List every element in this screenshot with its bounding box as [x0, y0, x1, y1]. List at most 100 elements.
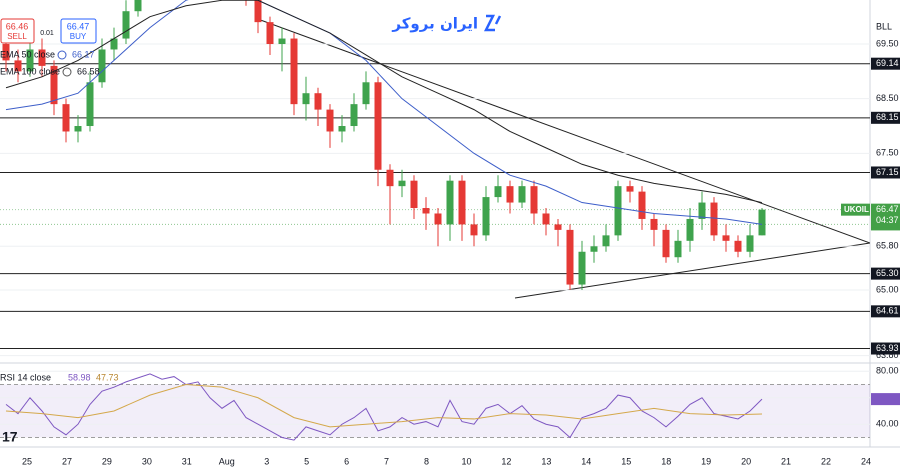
- candle-body: [674, 240, 682, 258]
- candle-body: [578, 251, 586, 285]
- x-tick-label: 5: [304, 456, 309, 466]
- last-price-tag: [871, 203, 900, 228]
- price-pane: [0, 0, 870, 357]
- trendline-lower: [514, 242, 870, 299]
- x-tick-label: 21: [781, 456, 791, 466]
- candle-body: [386, 169, 394, 187]
- x-tick-label: 27: [62, 456, 72, 466]
- candle-body: [530, 186, 538, 214]
- candle-body: [50, 65, 58, 105]
- level-label: 65.30: [876, 268, 899, 278]
- legend-ema50-value: 66.17: [72, 49, 95, 59]
- level-tag: [871, 305, 900, 318]
- candle-body: [446, 180, 454, 225]
- candle-body: [410, 180, 418, 209]
- symbol-tag: [841, 203, 870, 216]
- level-tag: [871, 111, 900, 124]
- trendlines: [254, 17, 870, 299]
- rsi-legend-value: 58.98: [68, 372, 91, 382]
- candle-body: [74, 126, 82, 132]
- x-tick-label: 19: [701, 456, 711, 466]
- legend-ema100-value: 66.58: [77, 66, 100, 76]
- x-tick-label: Aug: [219, 456, 235, 466]
- candle-body: [290, 38, 298, 105]
- spread: 0.01: [40, 30, 54, 37]
- ema-line: [5, 0, 763, 204]
- legend-icon[interactable]: [57, 50, 67, 60]
- x-tick-label: 30: [142, 456, 152, 466]
- candle-body: [434, 213, 442, 225]
- level-label: 63.93: [876, 343, 899, 353]
- rsi-legend-name: RSI 14 close: [0, 372, 51, 382]
- candle-body: [338, 126, 346, 132]
- candle-body: [458, 180, 466, 225]
- y-tick-label: 65.00: [876, 284, 899, 294]
- candle-body: [38, 49, 46, 66]
- candle-body: [122, 11, 130, 39]
- candle-body: [554, 224, 562, 230]
- y-tick-label: 63.80: [876, 350, 899, 360]
- rsi-tick-label: 80.00: [876, 366, 899, 376]
- axis-badge: BLL: [876, 21, 892, 31]
- axes: 69.50 68.50 67.50 65.80 65.00 63.80 69.14 68.15…: [22, 38, 900, 466]
- level-tag: [871, 267, 900, 280]
- x-tick-label: 14: [581, 456, 591, 466]
- candle-body: [566, 229, 574, 285]
- candle-body: [326, 109, 334, 132]
- rsi-pane: [0, 370, 870, 441]
- y-tick-label: 69.50: [876, 38, 899, 48]
- candle-body: [710, 202, 718, 236]
- candle-body: [26, 49, 34, 72]
- candle-body: [362, 82, 370, 105]
- y-tick-label: 65.80: [876, 241, 899, 251]
- ema-line: [5, 0, 763, 225]
- x-tick-label: 3: [264, 456, 269, 466]
- candle-body: [602, 235, 610, 247]
- level-tag: [871, 57, 900, 70]
- symbol-label: UKOIL: [844, 205, 869, 214]
- candle-body: [134, 0, 142, 12]
- brand-icon: [483, 14, 502, 32]
- candle-body: [662, 229, 670, 258]
- candle-body: [746, 235, 754, 252]
- x-tick-label: 29: [102, 456, 112, 466]
- candle-body: [14, 60, 22, 72]
- x-tick-label: 25: [22, 456, 32, 466]
- candle-body: [650, 218, 658, 230]
- candle-body: [686, 218, 694, 241]
- buy-box[interactable]: [60, 18, 97, 44]
- candle-body: [398, 180, 406, 187]
- candle-body: [422, 208, 430, 214]
- buy-label: BUY: [70, 32, 87, 41]
- rsi-legend-ma: 47.73: [96, 372, 119, 382]
- buy-price: 66.47: [67, 21, 90, 31]
- candle-body: [110, 38, 118, 50]
- level-label: 64.61: [876, 306, 899, 316]
- rsi-last-tag: [871, 393, 900, 406]
- sell-box[interactable]: [0, 18, 35, 44]
- y-tick-label: 68.50: [876, 93, 899, 103]
- x-tick-label: 13: [541, 456, 551, 466]
- legend-ema50-name: EMA 50 close: [0, 49, 55, 59]
- level-tag: [871, 166, 900, 179]
- candle-body: [758, 209, 766, 236]
- x-tick-label: 10: [461, 456, 471, 466]
- candle-body: [614, 186, 622, 236]
- candle-body: [638, 191, 646, 219]
- level-label: 69.14: [876, 58, 899, 68]
- candle-body: [734, 240, 742, 252]
- level-tag: [871, 342, 900, 355]
- x-tick-label: 12: [501, 456, 511, 466]
- legend-icon[interactable]: [62, 67, 72, 77]
- candle-body: [374, 82, 382, 170]
- candle-body: [482, 197, 490, 236]
- x-tick-label: 24: [861, 456, 871, 466]
- x-tick-label: 18: [661, 456, 671, 466]
- tv-logo: 17: [2, 429, 18, 445]
- x-tick-label: 20: [741, 456, 751, 466]
- sell-label: SELL: [7, 32, 27, 41]
- x-tick-label: 6: [344, 456, 349, 466]
- x-tick-label: 7: [384, 456, 389, 466]
- legend-ema100-name: EMA 100 close: [0, 66, 60, 76]
